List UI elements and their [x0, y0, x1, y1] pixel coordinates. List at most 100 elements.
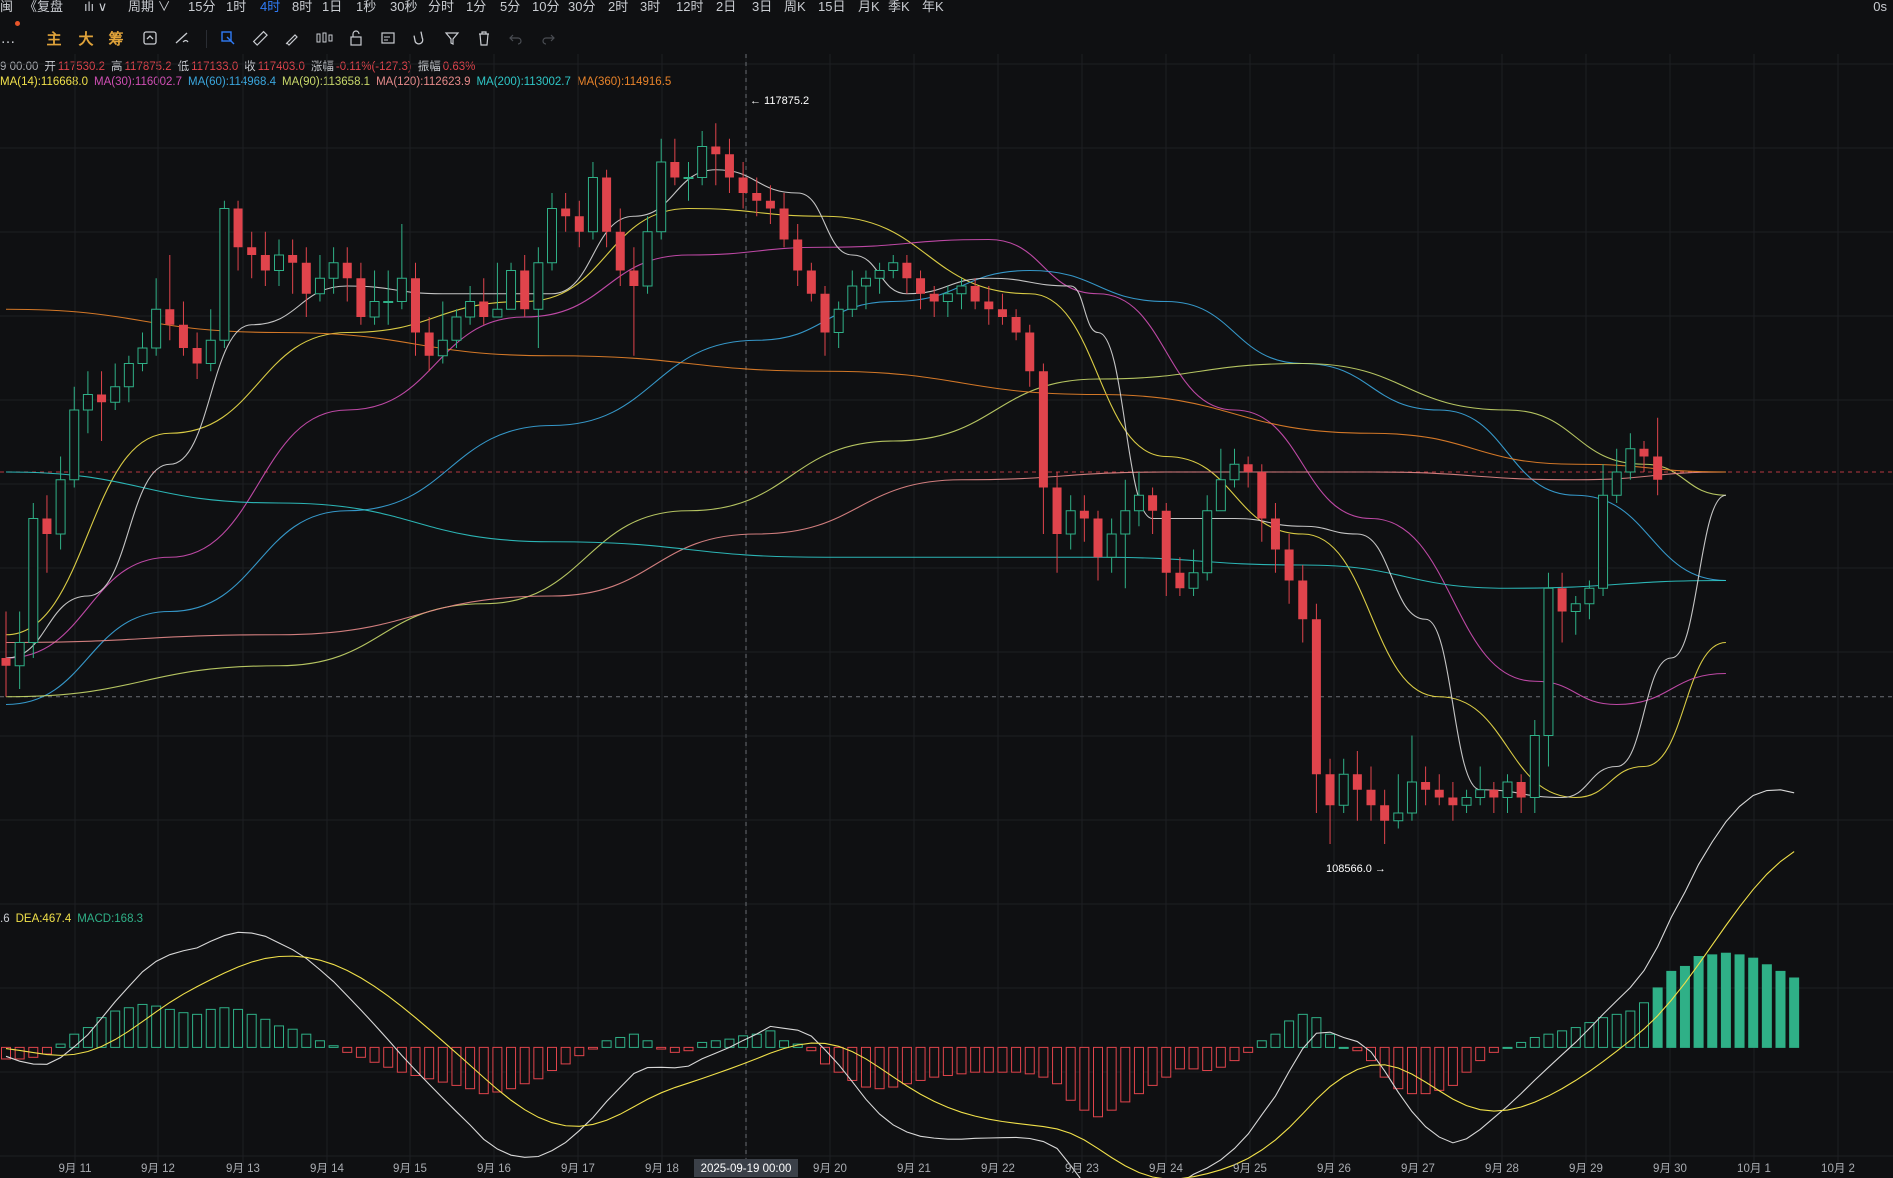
- period-item[interactable]: 3日: [752, 0, 773, 14]
- period-item[interactable]: 30分: [568, 0, 596, 14]
- period-item[interactable]: 5分: [500, 0, 521, 14]
- macd-bar: [1297, 1013, 1308, 1048]
- divider: [206, 30, 207, 48]
- main-label: 主: [46, 30, 62, 48]
- candle-body: [260, 255, 270, 271]
- period-item[interactable]: 4时: [260, 0, 281, 14]
- macd-bar: [451, 1046, 462, 1086]
- period-item[interactable]: 1秒: [356, 0, 377, 14]
- period-item[interactable]: 10分: [532, 0, 560, 14]
- candle-body: [1598, 494, 1609, 589]
- macd-bar: [110, 1010, 121, 1048]
- macd-bar: [1707, 954, 1718, 1048]
- macd-bar: [533, 1046, 544, 1080]
- main-indicator-button[interactable]: 主: [44, 27, 64, 49]
- macd-bar: [1748, 957, 1759, 1048]
- candle-body: [1065, 510, 1076, 535]
- macd-bar: [355, 1046, 366, 1058]
- select-line-icon[interactable]: [218, 27, 238, 49]
- candle-body: [192, 348, 202, 364]
- candle-body: [779, 208, 789, 240]
- legend-item: MA(14):116668.0: [0, 76, 89, 88]
- macd-bar: [192, 1013, 203, 1048]
- period-item[interactable]: 1时: [226, 0, 247, 14]
- period-item[interactable]: 周期 ∨: [128, 0, 171, 14]
- candle-body: [247, 247, 257, 255]
- legend-item: MA(120):112623.9: [376, 76, 471, 88]
- period-item[interactable]: 年K: [922, 0, 944, 14]
- big-order-button[interactable]: 大: [76, 27, 96, 49]
- macd-bar: [1133, 1046, 1144, 1095]
- candle-body: [724, 154, 734, 178]
- candle-body: [1516, 782, 1526, 798]
- macd-bar: [1038, 1046, 1049, 1078]
- redo-icon[interactable]: [538, 27, 558, 49]
- candle-body: [178, 324, 188, 348]
- macd-bar: [1011, 1046, 1022, 1073]
- period-item[interactable]: 2时: [608, 0, 629, 14]
- period-item[interactable]: 周K: [784, 0, 806, 14]
- open-label: 开: [44, 61, 56, 73]
- candle-body: [847, 285, 858, 310]
- undo-icon[interactable]: [506, 27, 526, 49]
- macd-bar: [1120, 1046, 1131, 1103]
- x-axis-label: 9月 12: [141, 1163, 175, 1175]
- trash-icon[interactable]: [474, 27, 494, 49]
- macd-bar: [1516, 1041, 1527, 1048]
- macd-bar: [710, 1040, 721, 1048]
- brush-icon[interactable]: [282, 27, 302, 49]
- candle-body: [888, 262, 899, 271]
- macd-bar: [1557, 1030, 1568, 1048]
- period-item[interactable]: 1日: [322, 0, 343, 14]
- macd-bar: [1229, 1046, 1240, 1062]
- period-item[interactable]: 30秒: [390, 0, 418, 14]
- period-item[interactable]: 分时: [428, 0, 455, 14]
- macd-bar: [601, 1040, 612, 1048]
- macd-bar: [997, 1046, 1008, 1073]
- macd-bar: [765, 1030, 776, 1048]
- macd-bar: [1502, 1046, 1513, 1049]
- drawing-toolbar: … 主 大 筹: [0, 21, 1893, 54]
- template-icon[interactable]: [378, 27, 398, 49]
- candle-body: [629, 270, 639, 286]
- candle-body: [1148, 495, 1158, 511]
- period-item[interactable]: 2日: [716, 0, 737, 14]
- chips-button[interactable]: 筹: [106, 27, 126, 49]
- filter-icon[interactable]: [442, 27, 462, 49]
- macd-bar: [1106, 1046, 1117, 1111]
- macd-bar: [1447, 1046, 1458, 1086]
- x-axis-label: 9月 18: [645, 1163, 679, 1175]
- period-item[interactable]: 8时: [292, 0, 313, 14]
- candle-body: [683, 177, 694, 179]
- period-item[interactable]: 月K: [858, 0, 880, 14]
- magnet-icon[interactable]: [410, 27, 430, 49]
- period-item[interactable]: 12时: [676, 0, 704, 14]
- macd-bar: [41, 1046, 52, 1055]
- candle-body: [205, 339, 216, 364]
- macd-bar: [1789, 977, 1800, 1048]
- period-item[interactable]: ılı ∨: [84, 0, 108, 14]
- x-axis-label: 9月 25: [1233, 1163, 1267, 1175]
- kline-chart[interactable]: ← 117875.2 108566.0 → 9月 11 9月 12 9月 13 9月 14…: [0, 54, 1893, 1178]
- candle-body: [615, 231, 625, 271]
- period-item[interactable]: 《复盘: [24, 0, 64, 14]
- lock-icon[interactable]: [346, 27, 366, 49]
- period-item[interactable]: 1分: [466, 0, 487, 14]
- period-item[interactable]: 闽: [0, 0, 14, 14]
- more-label: …: [0, 29, 16, 47]
- candle-body: [1120, 510, 1131, 535]
- sync-icon[interactable]: [140, 27, 160, 49]
- x-axis-label: 9月 13: [226, 1163, 260, 1175]
- more-menu-button[interactable]: …: [0, 21, 20, 49]
- macd-bar: [1488, 1046, 1499, 1053]
- pen-curve-icon[interactable]: [172, 27, 192, 49]
- ruler-icon[interactable]: [250, 27, 270, 49]
- period-item[interactable]: 15日: [818, 0, 846, 14]
- macd-bar: [1379, 1046, 1390, 1078]
- candle-tool-icon[interactable]: [314, 27, 334, 49]
- macd-bar: [1024, 1046, 1035, 1075]
- period-item[interactable]: 季K: [888, 0, 910, 14]
- period-item[interactable]: 3时: [640, 0, 661, 14]
- period-item[interactable]: 15分: [188, 0, 216, 14]
- macd-bar: [779, 1040, 790, 1048]
